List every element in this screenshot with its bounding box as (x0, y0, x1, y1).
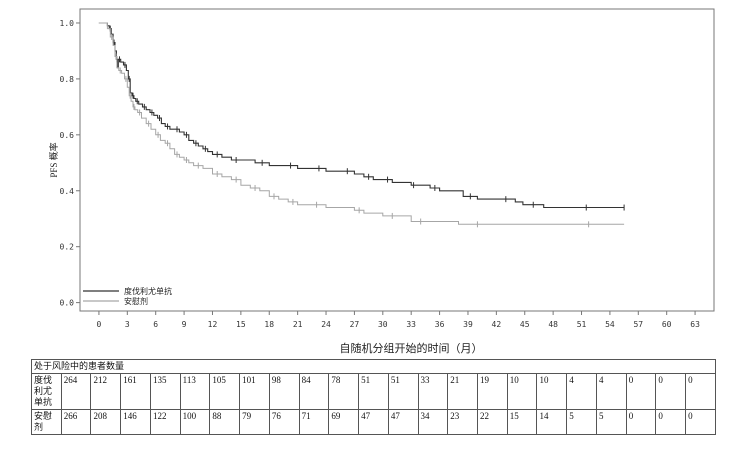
risk-count-cell: 84 (298, 373, 330, 410)
y-tick-label: 0.0 (60, 299, 75, 308)
y-axis-label: PFS 概率 (48, 142, 59, 177)
risk-count-cell: 51 (387, 373, 419, 410)
risk-row-label: 度伐利尤单抗 (31, 373, 62, 410)
risk-count-cell: 0 (685, 409, 716, 435)
risk-count-cell: 0 (685, 373, 716, 410)
x-axis-label: 自随机分组开始的时间（月） (340, 341, 483, 355)
y-tick-label: 0.6 (60, 131, 75, 140)
risk-count-cell: 122 (149, 409, 181, 435)
risk-count-cell: 146 (120, 409, 151, 435)
risk-count-cell: 264 (60, 373, 92, 410)
risk-count-cell: 212 (90, 373, 122, 410)
placebo-curve (98, 22, 625, 225)
risk-count-cell: 15 (506, 409, 538, 435)
x-tick-label: 39 (463, 320, 473, 329)
risk-count-cell: 101 (239, 373, 270, 410)
risk-count-cell: 4 (566, 373, 597, 410)
risk-count-cell: 51 (358, 373, 389, 410)
risk-count-cell: 0 (655, 409, 687, 435)
x-tick-label: 63 (690, 320, 700, 329)
risk-table: 处于风险中的患者数量 度伐利尤单抗 264 212 161 135 113 105 101 98… (31, 359, 716, 435)
x-tick-label: 54 (605, 320, 615, 329)
risk-count-cell: 76 (268, 409, 300, 435)
risk-count-cell: 161 (120, 373, 151, 410)
risk-count-cell: 0 (625, 409, 657, 435)
x-tick-label: 51 (577, 320, 587, 329)
risk-count-cell: 79 (239, 409, 270, 435)
x-tick-label: 18 (264, 320, 274, 329)
risk-count-cell: 47 (387, 409, 419, 435)
risk-count-cell: 10 (536, 373, 568, 410)
x-tick-label: 9 (182, 320, 187, 329)
x-tick-label: 12 (208, 320, 218, 329)
risk-count-cell: 22 (477, 409, 508, 435)
risk-count-cell: 0 (655, 373, 687, 410)
x-tick-label: 3 (125, 320, 130, 329)
risk-table-title-row: 处于风险中的患者数量 (31, 359, 716, 374)
x-tick-label: 0 (97, 320, 102, 329)
risk-count-cell: 78 (328, 373, 360, 410)
x-tick-label: 57 (633, 320, 643, 329)
risk-count-cell: 0 (625, 373, 657, 410)
risk-count-cell: 266 (60, 409, 92, 435)
risk-count-cell: 14 (536, 409, 568, 435)
x-tick-label: 24 (321, 320, 331, 329)
x-tick-label: 33 (406, 320, 416, 329)
x-tick-label: 15 (236, 320, 246, 329)
legend-label-durvalumab: 度伐利尤单抗 (124, 286, 172, 296)
risk-count-cell: 135 (149, 373, 181, 410)
risk-row-label: 安慰剂 (31, 409, 62, 435)
km-chart: 0.00.20.40.60.81.0 0 3 6 9 12 15 18 21 24 27 30 33 3… (48, 8, 715, 355)
risk-count-cell: 4 (595, 373, 627, 410)
x-tick-label: 42 (492, 320, 502, 329)
legend-label-placebo: 安慰剂 (124, 296, 148, 306)
legend: 度伐利尤单抗 安慰剂 (83, 286, 172, 306)
y-tick-label: 0.8 (60, 75, 75, 84)
x-tick-label: 30 (378, 320, 388, 329)
risk-count-cell: 10 (506, 373, 538, 410)
risk-count-cell: 69 (328, 409, 360, 435)
risk-table-row: 度伐利尤单抗 264 212 161 135 113 105 101 98 84 78 51 51 33 2… (31, 373, 716, 410)
risk-count-cell: 208 (90, 409, 122, 435)
x-tick-label: 45 (520, 320, 530, 329)
risk-count-cell: 100 (179, 409, 211, 435)
risk-count-cell: 19 (477, 373, 508, 410)
x-tick-label: 21 (293, 320, 303, 329)
x-tick-label: 48 (548, 320, 558, 329)
durvalumab-curve (98, 22, 625, 209)
risk-count-cell: 105 (209, 373, 241, 410)
y-tick-label: 0.4 (60, 187, 75, 196)
risk-count-cell: 21 (447, 373, 479, 410)
x-axis: 0 3 6 9 12 15 18 21 24 27 30 33 36 39 42 45 48 51 54 57 60 63 (97, 311, 700, 329)
risk-count-cell: 71 (298, 409, 330, 435)
x-tick-label: 27 (350, 320, 360, 329)
risk-count-cell: 47 (358, 409, 389, 435)
risk-count-cell: 34 (417, 409, 449, 435)
x-tick-label: 6 (153, 320, 158, 329)
risk-count-cell: 5 (566, 409, 597, 435)
risk-count-cell: 33 (417, 373, 449, 410)
risk-table-title: 处于风险中的患者数量 (31, 359, 716, 374)
risk-table-row: 安慰剂 266 208 146 122 100 88 79 76 71 69 47 47 34 23 22 15… (31, 409, 716, 435)
x-tick-label: 36 (435, 320, 445, 329)
plot-frame (79, 8, 715, 312)
risk-count-cell: 88 (209, 409, 241, 435)
y-tick-label: 0.2 (60, 243, 75, 252)
risk-count-cell: 98 (268, 373, 300, 410)
series-layer (98, 22, 625, 228)
y-tick-label: 1.0 (60, 19, 75, 28)
risk-count-cell: 23 (447, 409, 479, 435)
y-axis: 0.0 0.2 0.4 0.6 0.8 1.0 (60, 19, 80, 308)
risk-count-cell: 113 (179, 373, 211, 410)
x-tick-label: 60 (662, 320, 672, 329)
risk-count-cell: 5 (595, 409, 627, 435)
